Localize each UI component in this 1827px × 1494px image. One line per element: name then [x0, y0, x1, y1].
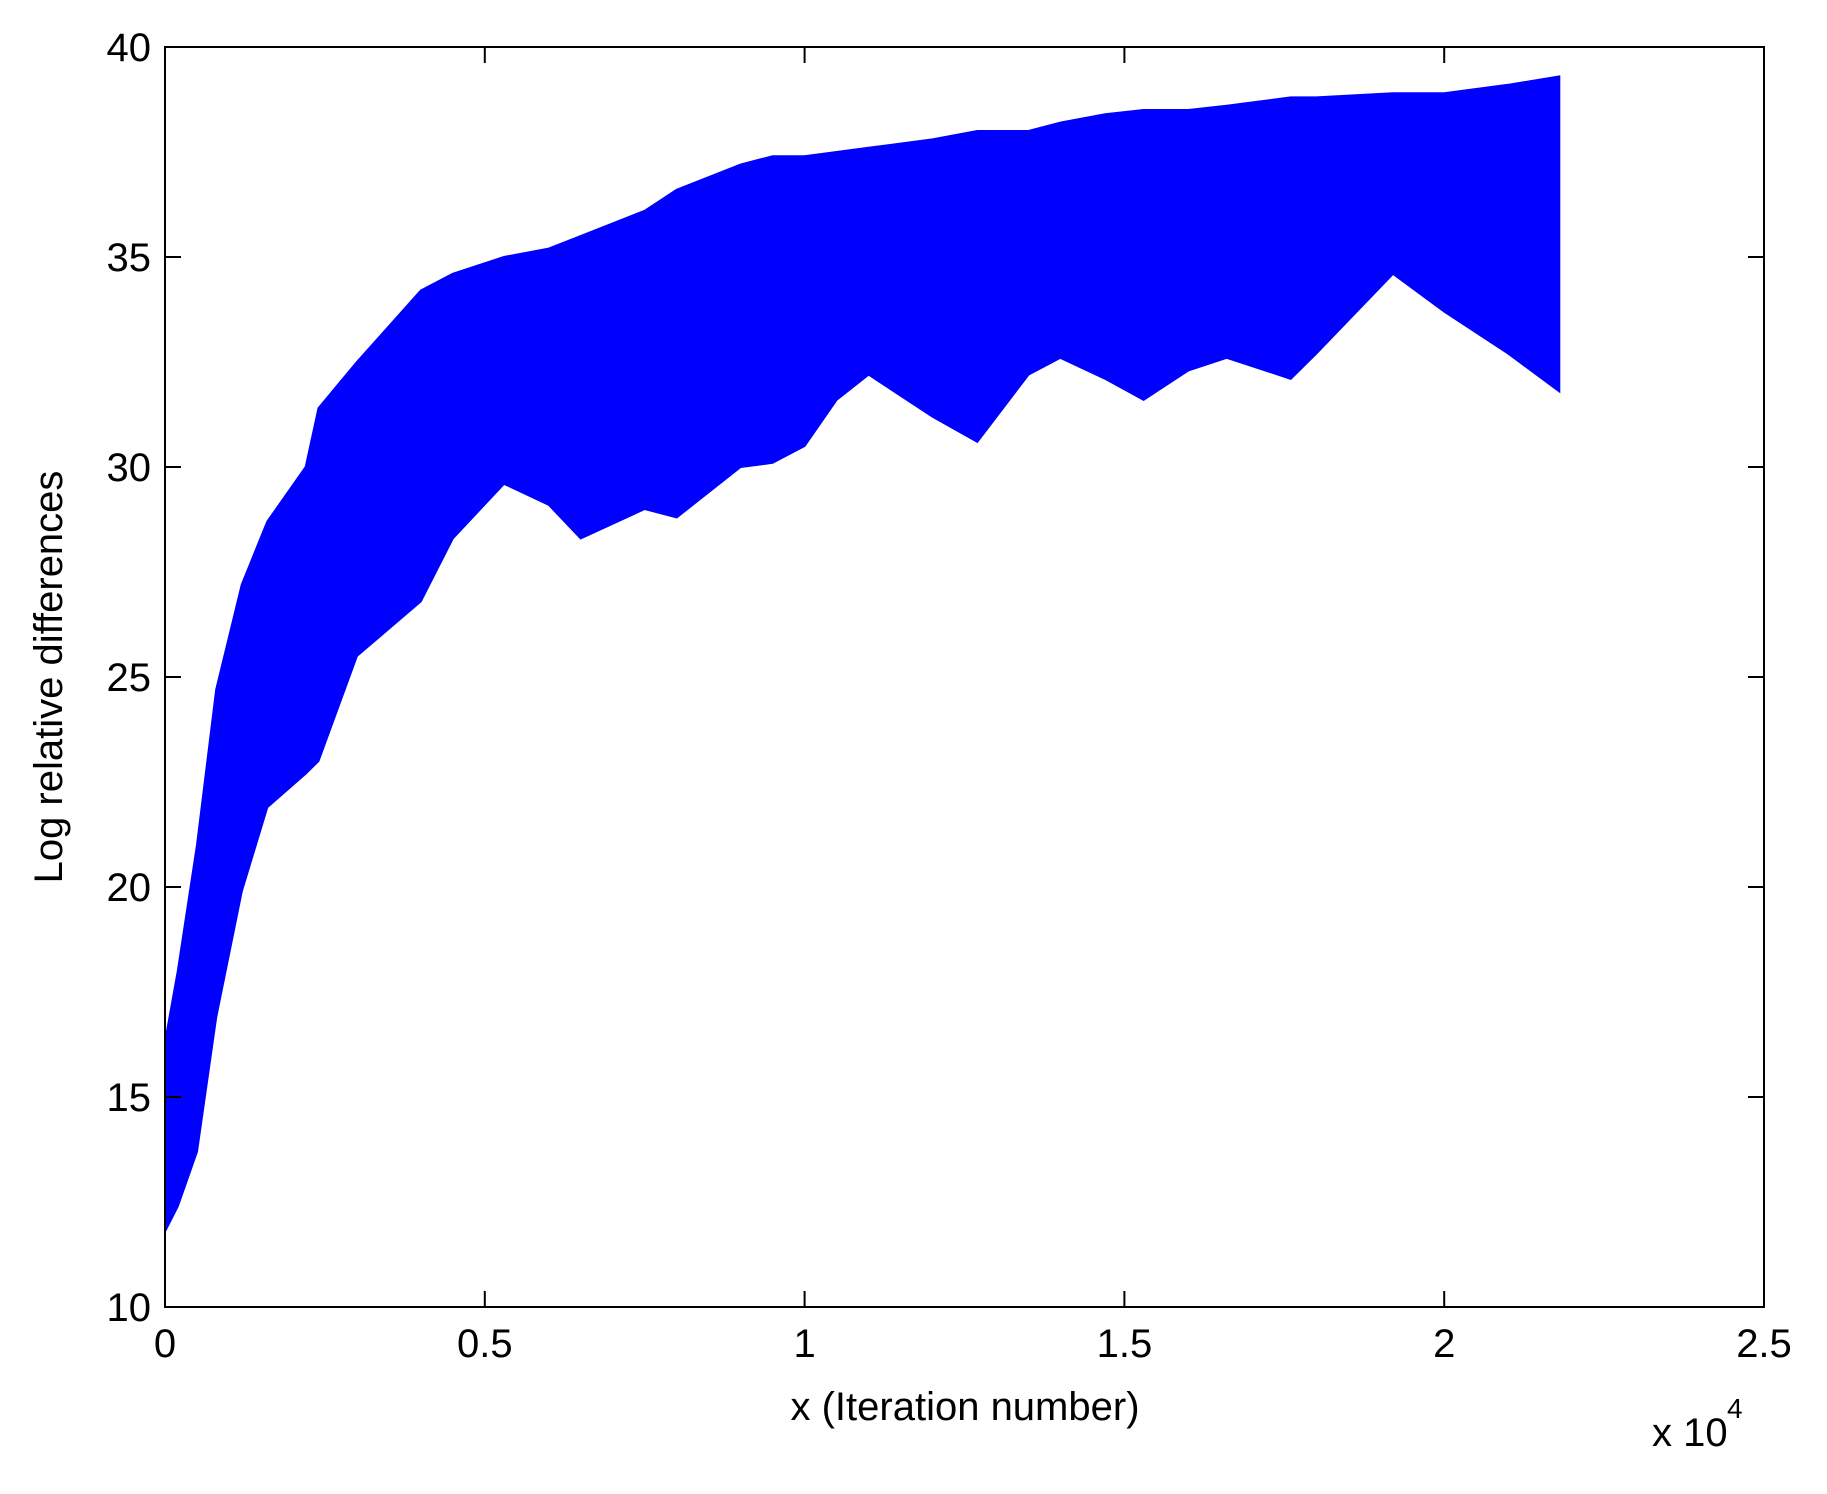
- y-tick-label: 40: [107, 26, 152, 70]
- x-tick-label: 0: [154, 1322, 176, 1366]
- x-multiplier-exponent: 4: [1727, 1393, 1743, 1424]
- y-tick-label: 30: [107, 446, 152, 490]
- x-tick-label: 2.5: [1736, 1322, 1792, 1366]
- x-tick-label: 0.5: [457, 1322, 513, 1366]
- y-axis-label: Log relative differences: [27, 471, 71, 884]
- y-tick-label: 10: [107, 1286, 152, 1330]
- y-tick-label: 25: [107, 656, 152, 700]
- x-tick-label: 1.5: [1097, 1322, 1153, 1366]
- x-axis-label: x (Iteration number): [790, 1385, 1139, 1429]
- band: [164, 75, 1561, 1232]
- y-tick-label: 35: [107, 236, 152, 280]
- x-tick-label: 1: [793, 1322, 815, 1366]
- y-tick-label: 20: [107, 866, 152, 910]
- x-multiplier: x 10: [1652, 1411, 1728, 1455]
- x-tick-label: 2: [1433, 1322, 1455, 1366]
- y-tick-label: 15: [107, 1076, 152, 1120]
